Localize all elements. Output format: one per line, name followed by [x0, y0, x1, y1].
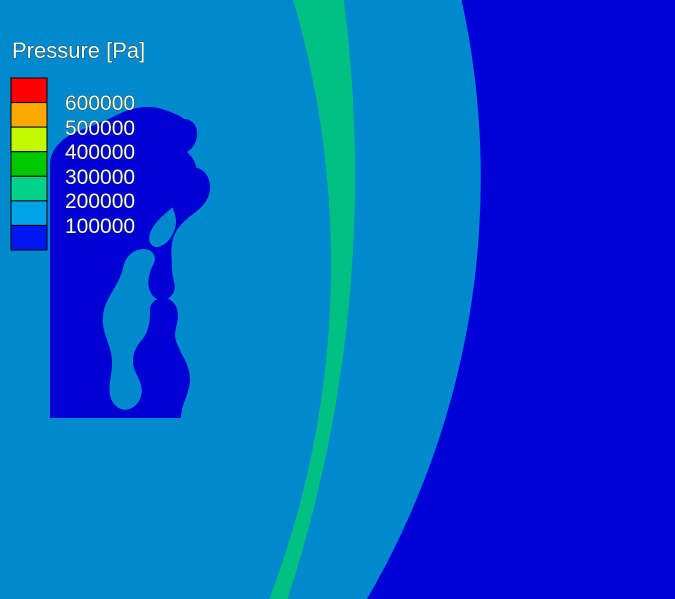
- svg-text:200000: 200000: [65, 190, 135, 213]
- svg-text:400000: 400000: [65, 141, 135, 164]
- svg-text:600000: 600000: [65, 92, 135, 115]
- svg-text:Pressure [Pa]: Pressure [Pa]: [12, 38, 145, 63]
- svg-text:300000: 300000: [65, 166, 135, 189]
- svg-text:100000: 100000: [65, 215, 135, 238]
- svg-text:500000: 500000: [65, 117, 135, 140]
